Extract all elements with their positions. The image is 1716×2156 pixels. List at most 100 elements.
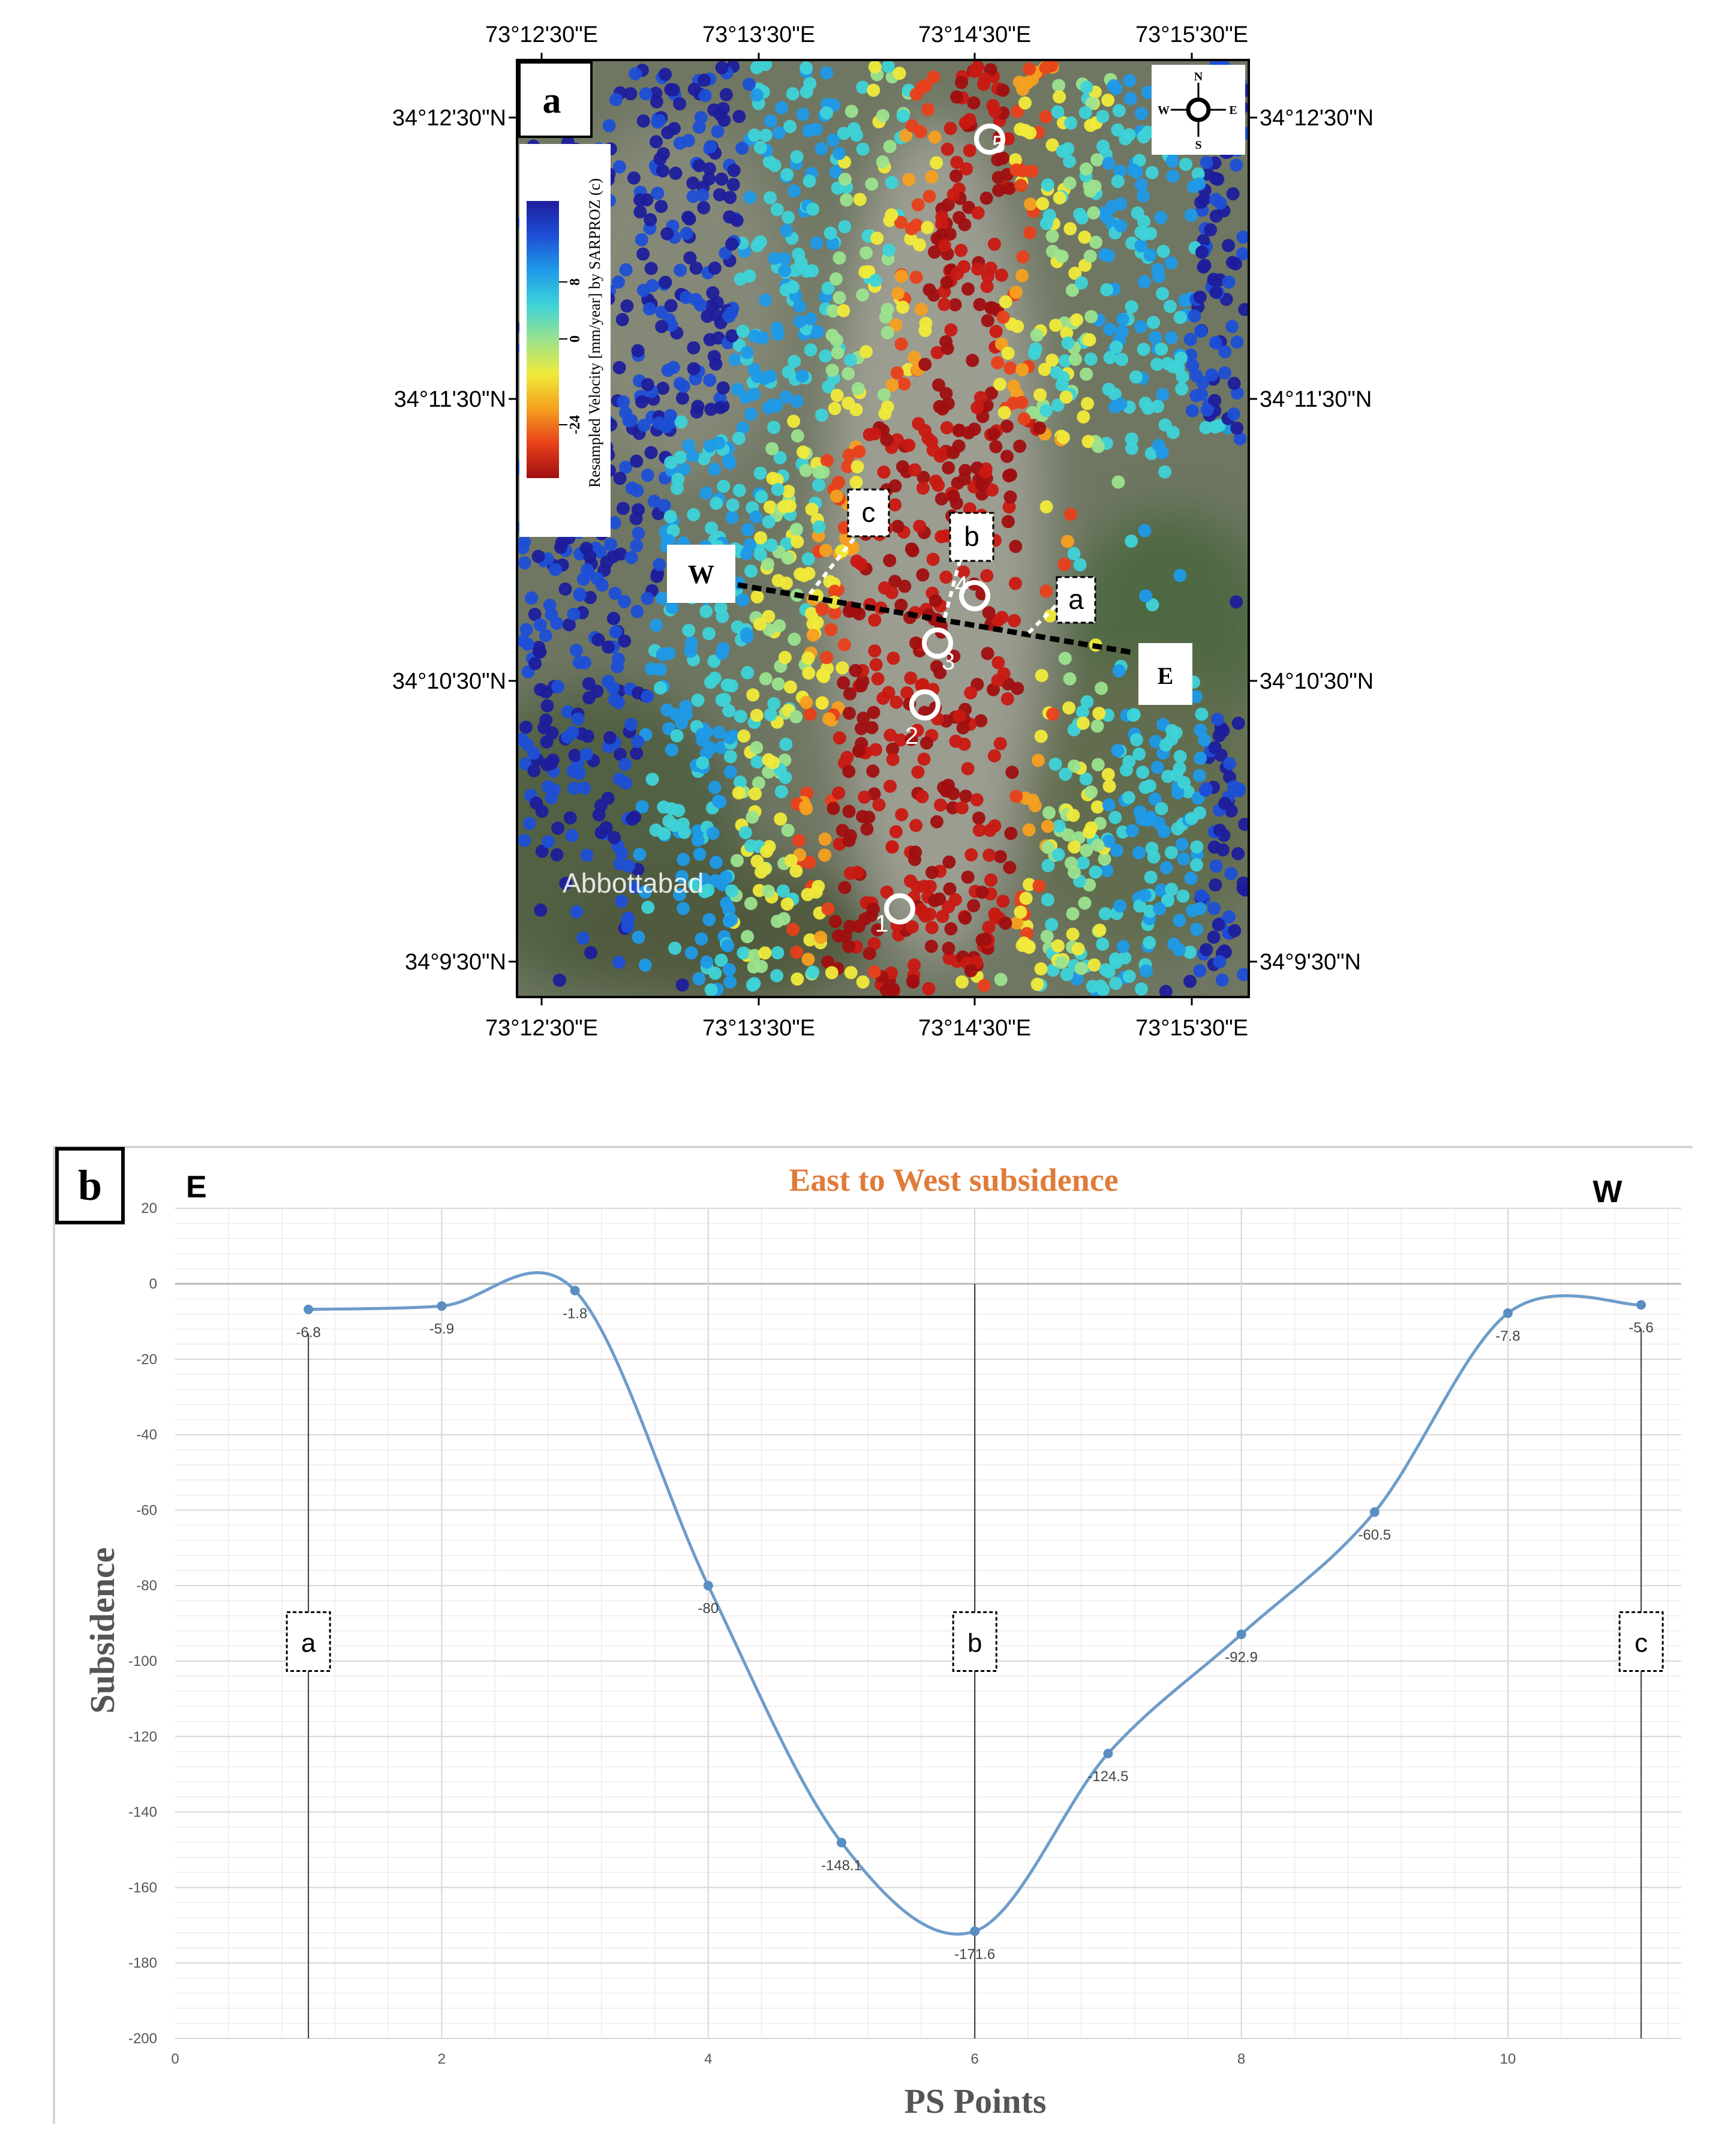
ps-point bbox=[961, 870, 975, 884]
ps-point bbox=[1218, 366, 1231, 380]
ps-point bbox=[659, 68, 672, 81]
ps-point bbox=[771, 677, 785, 691]
ps-point bbox=[1125, 824, 1139, 837]
ps-point bbox=[1230, 158, 1243, 172]
ps-point bbox=[1088, 179, 1102, 193]
ps-point bbox=[554, 540, 567, 554]
ps-point bbox=[1066, 907, 1080, 921]
ps-point bbox=[820, 106, 834, 120]
ps-point bbox=[1007, 379, 1021, 393]
ps-point bbox=[939, 784, 953, 798]
ps-point bbox=[1134, 320, 1147, 334]
ps-point bbox=[534, 683, 548, 696]
ps-point bbox=[804, 312, 818, 326]
ps-point bbox=[630, 605, 644, 618]
ps-point bbox=[1003, 361, 1017, 375]
ps-point bbox=[615, 846, 629, 860]
ps-point bbox=[921, 221, 934, 235]
lon-label-top: 73°13'30"E bbox=[702, 22, 815, 47]
ps-point bbox=[725, 237, 739, 251]
ps-point bbox=[1196, 376, 1210, 389]
ps-point bbox=[831, 346, 845, 359]
ps-point bbox=[905, 119, 919, 133]
ps-point bbox=[1175, 837, 1189, 851]
ps-point bbox=[833, 146, 846, 160]
ps-point bbox=[549, 563, 562, 576]
ps-point bbox=[1078, 106, 1092, 119]
x-tick-label: 8 bbox=[1237, 2051, 1245, 2067]
ps-point bbox=[1164, 331, 1178, 344]
site-marker-ring bbox=[922, 627, 953, 659]
ps-point bbox=[1081, 434, 1095, 448]
ps-point bbox=[806, 202, 820, 216]
ps-point bbox=[876, 155, 889, 169]
ps-point bbox=[828, 915, 842, 929]
ps-point bbox=[943, 122, 957, 136]
ps-point bbox=[630, 746, 644, 760]
ps-point bbox=[1000, 692, 1014, 705]
ps-point bbox=[858, 790, 871, 804]
direction-label-right: W bbox=[1592, 1175, 1622, 1209]
ps-point bbox=[1052, 79, 1066, 92]
ps-point bbox=[739, 391, 752, 404]
ps-point bbox=[779, 737, 793, 751]
ps-point bbox=[1177, 852, 1191, 866]
lon-label-bottom: 73°14'30"E bbox=[918, 1016, 1031, 1041]
ps-point bbox=[814, 930, 828, 944]
ps-point bbox=[619, 460, 633, 474]
ps-point bbox=[880, 885, 894, 899]
ps-point bbox=[673, 377, 687, 391]
ps-point bbox=[850, 554, 864, 568]
x-tick-label: 4 bbox=[704, 2051, 712, 2067]
ps-point bbox=[1143, 248, 1157, 262]
ps-point bbox=[842, 707, 856, 720]
ps-point bbox=[885, 208, 898, 222]
ps-point bbox=[790, 395, 804, 409]
ps-point bbox=[644, 446, 658, 460]
ps-point bbox=[987, 238, 1001, 251]
lon-label-bottom: 73°15'30"E bbox=[1135, 1016, 1248, 1041]
ps-point bbox=[709, 855, 723, 869]
ps-point bbox=[994, 972, 1008, 986]
ps-point bbox=[1233, 432, 1247, 446]
ps-point bbox=[1195, 707, 1209, 721]
colorbar: 8 0 -24 Resampled Velocity [mm/year] by … bbox=[519, 144, 611, 537]
ps-point bbox=[930, 346, 944, 359]
ps-point bbox=[995, 611, 1009, 624]
ps-point bbox=[1230, 335, 1244, 349]
ps-point bbox=[753, 617, 767, 631]
ps-point bbox=[1122, 969, 1136, 983]
ps-point bbox=[1003, 490, 1017, 504]
ps-point bbox=[820, 651, 834, 665]
ps-point bbox=[644, 213, 657, 227]
ps-point bbox=[576, 931, 590, 945]
ps-point bbox=[820, 66, 834, 80]
ps-point bbox=[746, 810, 759, 824]
ps-point bbox=[684, 644, 698, 658]
ps-point bbox=[1222, 239, 1235, 253]
ps-point bbox=[1030, 328, 1044, 342]
ps-point bbox=[800, 696, 813, 710]
ps-point bbox=[1041, 858, 1055, 872]
ps-point bbox=[722, 903, 736, 917]
ps-point bbox=[706, 286, 720, 300]
ps-point bbox=[533, 618, 547, 632]
ps-point bbox=[871, 672, 885, 686]
ps-point bbox=[958, 911, 972, 925]
ps-point bbox=[675, 391, 689, 405]
ps-point bbox=[665, 743, 678, 756]
ps-point bbox=[1236, 247, 1249, 261]
ps-point bbox=[1173, 311, 1187, 325]
ps-point bbox=[885, 378, 899, 392]
ps-point bbox=[935, 210, 949, 224]
ps-point bbox=[682, 623, 696, 637]
ps-point bbox=[997, 406, 1011, 419]
ps-point bbox=[988, 104, 1002, 118]
lat-label-right: 34°10'30"N bbox=[1260, 669, 1374, 694]
ps-point bbox=[793, 299, 806, 313]
ps-point bbox=[894, 337, 908, 351]
ps-point bbox=[1112, 104, 1126, 118]
x-tick-label: 10 bbox=[1500, 2051, 1516, 2067]
ps-point bbox=[659, 420, 673, 434]
ps-point bbox=[723, 731, 737, 744]
